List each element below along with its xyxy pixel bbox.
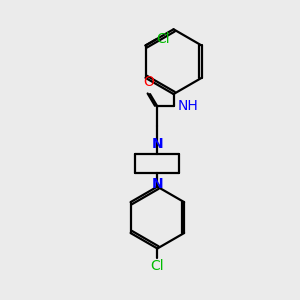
Text: NH: NH [178,99,199,113]
Text: Cl: Cl [157,32,170,46]
Text: Cl: Cl [151,259,164,273]
Text: N: N [152,137,163,151]
Text: N: N [152,177,163,191]
Text: O: O [143,75,154,89]
